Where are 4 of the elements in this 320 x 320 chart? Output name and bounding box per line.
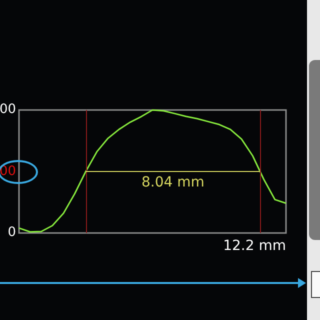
text: 12.2 mm xyxy=(223,237,286,255)
ref-line-label: 8.04 mm xyxy=(141,174,204,190)
text: 0 xyxy=(8,224,16,242)
text: 00 xyxy=(0,101,16,119)
